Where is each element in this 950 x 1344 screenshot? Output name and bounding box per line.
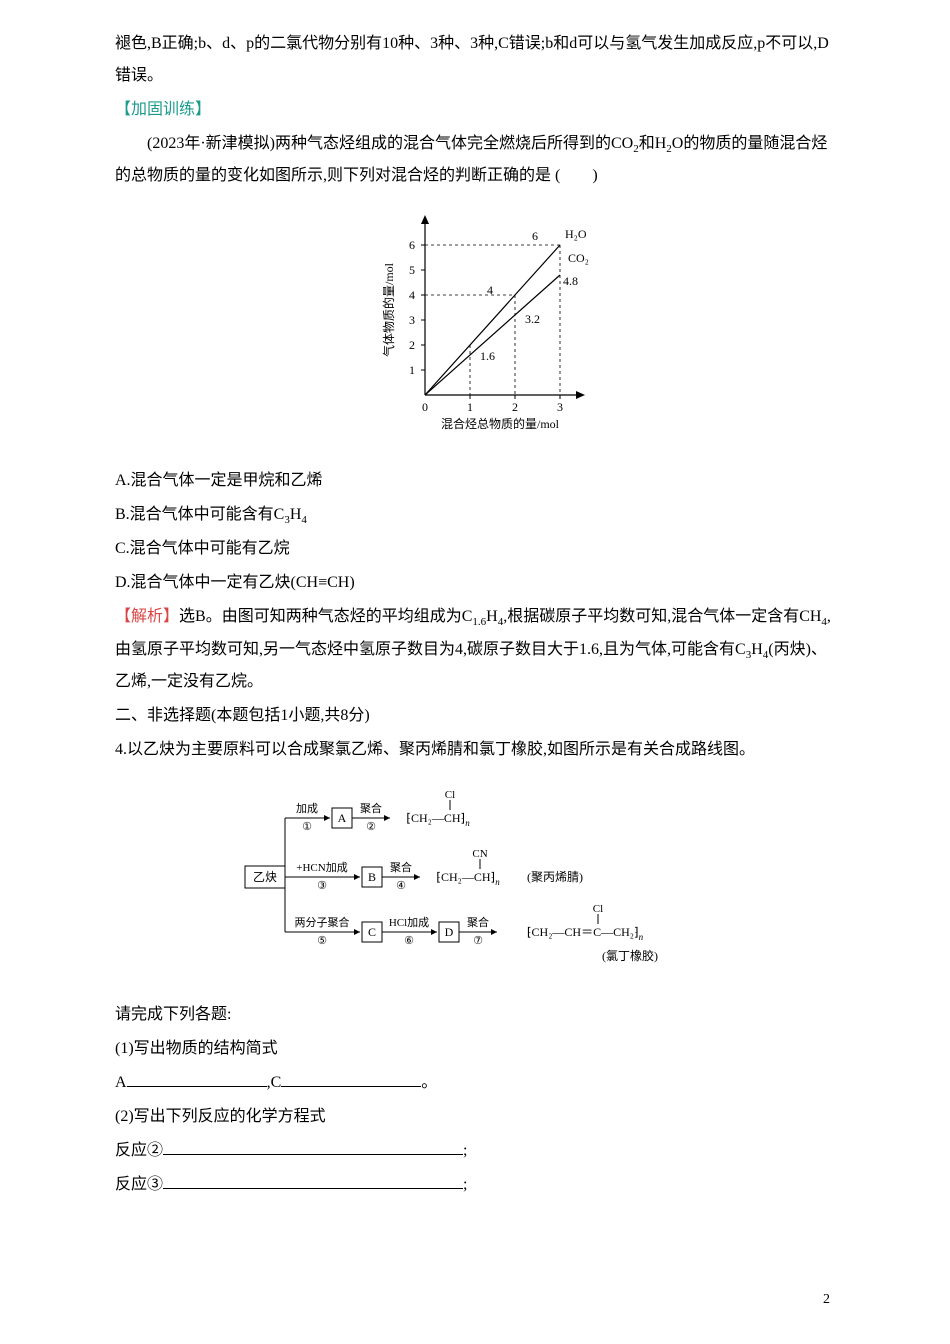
- ytick-1: 1: [409, 363, 415, 377]
- chart-co2-label: CO₂: [568, 251, 589, 265]
- optb-prefix: B.混合气体中可能含有C: [115, 506, 284, 523]
- q4-text: 4.以乙炔为主要原料可以合成聚氯乙烯、聚丙烯腈和氯丁橡胶,如图所示是有关合成路线…: [115, 734, 835, 766]
- blank-a: [127, 1071, 267, 1087]
- analysis-1: 选B。由图可知两种气态烃的平均组成为C: [179, 608, 472, 625]
- section-2-heading: 二、非选择题(本题包括1小题,共8分): [115, 700, 835, 732]
- edge-juhe-2: 聚合: [390, 860, 412, 874]
- prod-cl-1: Cl: [445, 789, 455, 801]
- q4-1-end: 。: [421, 1074, 437, 1091]
- circle-6: ⑥: [404, 935, 414, 947]
- node-a: A: [338, 811, 347, 825]
- para-1: 褪色,B正确;b、d、p的二氯代物分别有10种、3种、3种,C错误;b和d可以与…: [115, 28, 835, 92]
- xtick-1: 1: [467, 400, 473, 414]
- ytick-4: 4: [409, 288, 415, 302]
- ytick-3: 3: [409, 313, 415, 327]
- synthesis-diagram: 乙炔 加成 ① A 聚合 ② ⁅CH₂—CH⁆n Cl +HCN加成 ③ B 聚…: [115, 784, 835, 981]
- q4-2-r3: 反应③;: [115, 1169, 835, 1201]
- chart-label-4-8: 4.8: [563, 274, 578, 288]
- analysis-para: 【解析】选B。由图可知两种气态烃的平均组成为C1.6H4,根据碳原子平均数可知,…: [115, 601, 835, 697]
- edge-hcl: HCl加成: [389, 916, 429, 929]
- analysis-sub1: 1.6: [472, 617, 486, 629]
- blank-r3: [163, 1173, 463, 1189]
- chart-label-h6: 6: [532, 229, 538, 243]
- q4-2-r3-label: 反应③: [115, 1176, 163, 1193]
- prod-cl-2: Cl: [593, 903, 603, 915]
- q4-1-a-label: A: [115, 1074, 127, 1091]
- ytick-5: 5: [409, 263, 415, 277]
- prod-pan-label: (聚丙烯腈): [527, 870, 583, 884]
- node-d: D: [445, 925, 454, 939]
- q4-sub: 请完成下列各题:: [115, 999, 835, 1031]
- node-b: B: [368, 870, 376, 884]
- ytick-6: 6: [409, 238, 415, 252]
- prod-cr-label: (氯丁橡胶): [602, 948, 658, 963]
- circle-7: ⑦: [473, 935, 483, 947]
- reinforcement-heading: 【加固训练】: [115, 94, 835, 126]
- node-yiqu: 乙炔: [253, 870, 277, 884]
- prod-pan: ⁅CH₂—CH⁆n: [436, 870, 500, 887]
- circle-5: ⑤: [317, 935, 327, 947]
- chart-ylabel: 气体物质的量/mol: [381, 263, 396, 358]
- chart-label-h4: 4: [487, 283, 493, 297]
- analysis-3: ,根据碳原子平均数可知,混合气体一定含有CH: [503, 608, 821, 625]
- edge-liangfen: 两分子聚合: [295, 915, 350, 929]
- analysis-5: H: [751, 641, 763, 658]
- option-d: D.混合气体中一定有乙炔(CH≡CH): [115, 567, 835, 599]
- q4-2-r2: 反应②;: [115, 1135, 835, 1167]
- circle-4: ④: [396, 880, 406, 892]
- blank-r2: [163, 1139, 463, 1155]
- edge-jiacheng-1: 加成: [296, 802, 318, 815]
- para2-blank: ( ): [555, 167, 598, 184]
- semi-1: ;: [463, 1142, 467, 1159]
- para-2: (2023年·新津模拟)两种气态烃组成的混合气体完全燃烧后所得到的CO2和H2O…: [115, 128, 835, 192]
- q4-2-r2-label: 反应②: [115, 1142, 163, 1159]
- q4-1-c-label: ,C: [267, 1074, 282, 1091]
- para2-prefix: (2023年·新津模拟)两种气态烃组成的混合气体完全燃烧后所得到的CO: [147, 135, 633, 152]
- optb-suffix: H: [290, 506, 302, 523]
- chart-xlabel: 混合烃总物质的量/mol: [441, 416, 560, 431]
- para2-mid1: 和H: [639, 135, 667, 152]
- edge-juhe-3: 聚合: [467, 915, 489, 929]
- blank-c: [281, 1071, 421, 1087]
- option-c: C.混合气体中可能有乙烷: [115, 533, 835, 565]
- chart-label-1-6: 1.6: [480, 349, 495, 363]
- analysis-2: H: [486, 608, 498, 625]
- circle-1: ①: [302, 821, 312, 833]
- prod-cn: CN: [472, 848, 487, 860]
- prod-pvc: ⁅CH₂—CH⁆n: [406, 811, 470, 828]
- option-a: A.混合气体一定是甲烷和乙烯: [115, 465, 835, 497]
- edge-hcn: +HCN加成: [296, 861, 347, 874]
- node-c: C: [368, 925, 376, 939]
- prod-cr: ⁅CH₂—CH＝C—CH₂⁆n: [527, 925, 644, 942]
- page-number: 2: [823, 1286, 830, 1314]
- combustion-chart: 1 2 3 4 5 6 1 2 3 0: [345, 210, 605, 435]
- analysis-label: 【解析】: [115, 608, 179, 625]
- q4-1: (1)写出物质的结构简式: [115, 1033, 835, 1065]
- svg-text:0: 0: [422, 400, 428, 414]
- q4-2: (2)写出下列反应的化学方程式: [115, 1101, 835, 1133]
- xtick-3: 3: [557, 400, 563, 414]
- semi-2: ;: [463, 1176, 467, 1193]
- optb-sub4: 4: [301, 514, 307, 526]
- xtick-2: 2: [512, 400, 518, 414]
- chart-label-3-2: 3.2: [525, 312, 540, 326]
- circle-2: ②: [366, 821, 376, 833]
- chart-area: 1 2 3 4 5 6 1 2 3 0: [115, 210, 835, 447]
- ytick-2: 2: [409, 338, 415, 352]
- chart-h2o-label: H₂O: [565, 227, 587, 241]
- edge-juhe-1: 聚合: [360, 801, 382, 815]
- q4-1-blanks: A ,C 。: [115, 1067, 835, 1099]
- circle-3: ③: [317, 880, 327, 892]
- option-b: B.混合气体中可能含有C3H4: [115, 499, 835, 531]
